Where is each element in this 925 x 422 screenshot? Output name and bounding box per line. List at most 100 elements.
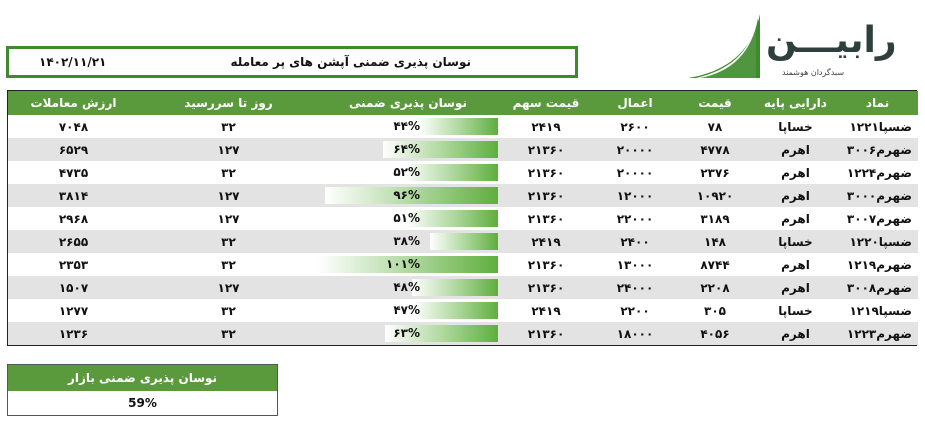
iv-data-bar <box>413 302 498 319</box>
title-box: نوسان پذیری ضمنی آپشن های پر معامله ۱۴۰۲… <box>6 46 578 78</box>
cell-underlying: اهرم <box>754 207 837 230</box>
cell-strike: ۲۴۰۰۰ <box>594 276 676 299</box>
cell-trade-value: ۶۵۲۹ <box>8 138 139 161</box>
cell-price: ۳۰۵ <box>676 299 754 322</box>
cell-implied-volatility: ۶۳% <box>318 322 498 345</box>
cell-days-to-expiry: ۳۲ <box>139 322 318 345</box>
iv-value-label: ۹۶% <box>393 188 420 202</box>
table-row[interactable]: ضهرم۱۲۱۹ اهرم ۸۷۴۴ ۱۳۰۰۰ ۲۱۳۶۰ ۱۰۱% ۳۲ ۲۳۵۳ <box>8 253 918 276</box>
cell-days-to-expiry: ۳۲ <box>139 161 318 184</box>
cell-trade-value: ۲۹۶۸ <box>8 207 139 230</box>
table-row[interactable]: ضهرم۳۰۰۶ اهرم ۴۷۷۸ ۲۰۰۰۰ ۲۱۳۶۰ ۶۴% ۱۲۷ ۶۵۲۹ <box>8 138 918 161</box>
col-header-underlying[interactable]: دارایی پایه <box>754 91 837 115</box>
cell-price: ۴۷۷۸ <box>676 138 754 161</box>
cell-price: ۷۸ <box>676 115 754 138</box>
table-row[interactable]: ضهرم۱۲۲۴ اهرم ۲۳۷۶ ۲۰۰۰۰ ۲۱۳۶۰ ۵۲% ۳۲ ۴۷۳۵ <box>8 161 918 184</box>
cell-strike: ۲۰۰۰۰ <box>594 161 676 184</box>
cell-symbol: ضهرم۳۰۰۸ <box>837 276 918 299</box>
table-row[interactable]: ضسپا۱۲۱۹ خساپا ۳۰۵ ۲۲۰۰ ۲۴۱۹ ۴۷% ۳۲ ۱۲۷۷ <box>8 299 918 322</box>
cell-price: ۱۰۹۲۰ <box>676 184 754 207</box>
cell-strike: ۲۲۰۰ <box>594 299 676 322</box>
cell-stock-price: ۲۱۳۶۰ <box>498 138 594 161</box>
cell-strike: ۱۸۰۰۰ <box>594 322 676 345</box>
iv-value-label: ۵۱% <box>393 211 420 225</box>
table-row[interactable]: ضسپا۱۲۲۰ خساپا ۱۴۸ ۲۴۰۰ ۲۴۱۹ ۳۸% ۳۲ ۲۶۵۵ <box>8 230 918 253</box>
cell-implied-volatility: ۴۴% <box>318 115 498 138</box>
cell-trade-value: ۴۷۳۵ <box>8 161 139 184</box>
logo-mark-icon <box>688 14 760 78</box>
cell-days-to-expiry: ۱۲۷ <box>139 138 318 161</box>
page-title: نوسان پذیری ضمنی آپشن های پر معامله <box>230 55 471 69</box>
cell-trade-value: ۱۲۳۶ <box>8 322 139 345</box>
cell-implied-volatility: ۱۰۱% <box>318 253 498 276</box>
iv-data-bar <box>406 210 498 227</box>
cell-symbol: ضهرم۳۰۰۶ <box>837 138 918 161</box>
table-row[interactable]: ضهرم۳۰۰۰ اهرم ۱۰۹۲۰ ۱۲۰۰۰ ۲۱۳۶۰ ۹۶% ۱۲۷ ۳۸۱۴ <box>8 184 918 207</box>
cell-strike: ۱۲۰۰۰ <box>594 184 676 207</box>
col-header-trade-value[interactable]: ارزش معاملات <box>8 91 139 115</box>
iv-value-label: ۴۸% <box>393 280 420 294</box>
cell-implied-volatility: ۹۶% <box>318 184 498 207</box>
cell-days-to-expiry: ۳۲ <box>139 115 318 138</box>
cell-symbol: ضسپا۱۲۲۱ <box>837 115 918 138</box>
cell-symbol: ضسپا۱۲۲۰ <box>837 230 918 253</box>
cell-underlying: اهرم <box>754 322 837 345</box>
iv-data-bar <box>418 118 498 135</box>
cell-trade-value: ۲۳۵۳ <box>8 253 139 276</box>
col-header-symbol[interactable]: نماد <box>837 91 918 115</box>
cell-stock-price: ۲۱۳۶۰ <box>498 207 594 230</box>
market-iv-value: 59% <box>8 391 277 415</box>
cell-days-to-expiry: ۱۲۷ <box>139 184 318 207</box>
cell-stock-price: ۲۴۱۹ <box>498 230 594 253</box>
cell-symbol: ضهرم۱۲۱۹ <box>837 253 918 276</box>
col-header-strike[interactable]: اعمال <box>594 91 676 115</box>
market-iv-label: نوسان پذیری ضمنی بازار <box>8 365 277 391</box>
cell-trade-value: ۱۵۰۷ <box>8 276 139 299</box>
cell-underlying: اهرم <box>754 276 837 299</box>
table-row[interactable]: ضهرم۳۰۰۷ اهرم ۳۱۸۹ ۲۲۰۰۰ ۲۱۳۶۰ ۵۱% ۱۲۷ ۲۹۶۸ <box>8 207 918 230</box>
cell-stock-price: ۲۴۱۹ <box>498 299 594 322</box>
cell-implied-volatility: ۴۷% <box>318 299 498 322</box>
logo-wordmark: رابیـــن <box>766 20 897 61</box>
cell-strike: ۲۲۰۰۰ <box>594 207 676 230</box>
col-header-implied-volatility[interactable]: نوسان پذیری ضمنی <box>318 91 498 115</box>
cell-stock-price: ۲۱۳۶۰ <box>498 322 594 345</box>
cell-price: ۸۷۴۴ <box>676 253 754 276</box>
cell-underlying: اهرم <box>754 161 837 184</box>
cell-symbol: ضهرم۳۰۰۷ <box>837 207 918 230</box>
iv-data-bar <box>429 233 498 250</box>
table-row[interactable]: ضهرم۳۰۰۸ اهرم ۲۲۰۸ ۲۴۰۰۰ ۲۱۳۶۰ ۴۸% ۱۲۷ ۱۵۰۷ <box>8 276 918 299</box>
cell-strike: ۲۰۰۰۰ <box>594 138 676 161</box>
cell-stock-price: ۲۱۳۶۰ <box>498 276 594 299</box>
iv-data-bar <box>404 164 498 181</box>
cell-underlying: اهرم <box>754 253 837 276</box>
iv-value-label: ۶۴% <box>393 142 420 156</box>
cell-trade-value: ۲۶۵۵ <box>8 230 139 253</box>
iv-data-bar <box>325 187 498 204</box>
iv-value-label: ۱۰۱% <box>386 257 420 271</box>
cell-underlying: اهرم <box>754 184 837 207</box>
iv-data-bar <box>411 279 498 296</box>
cell-stock-price: ۲۴۱۹ <box>498 115 594 138</box>
cell-underlying: اهرم <box>754 138 837 161</box>
cell-price: ۲۲۰۸ <box>676 276 754 299</box>
iv-value-label: ۳۸% <box>393 234 420 248</box>
report-date: ۱۴۰۲/۱۱/۲۱ <box>39 55 107 69</box>
table-row[interactable]: ضسپا۱۲۲۱ خساپا ۷۸ ۲۶۰۰ ۲۴۱۹ ۴۴% ۳۲ ۷۰۴۸ <box>8 115 918 138</box>
cell-symbol: ضسپا۱۲۱۹ <box>837 299 918 322</box>
col-header-stock-price[interactable]: قیمت سهم <box>498 91 594 115</box>
cell-strike: ۲۶۰۰ <box>594 115 676 138</box>
cell-stock-price: ۲۱۳۶۰ <box>498 253 594 276</box>
cell-symbol: ضهرم۱۲۲۳ <box>837 322 918 345</box>
table-header: نماد دارایی پایه قیمت اعمال قیمت سهم نوس… <box>8 91 918 115</box>
cell-symbol: ضهرم۳۰۰۰ <box>837 184 918 207</box>
iv-data-bar <box>384 325 498 342</box>
robin-logo: رابیـــن سبدگردان هوشمند <box>686 12 918 80</box>
col-header-price[interactable]: قیمت <box>676 91 754 115</box>
table-row[interactable]: ضهرم۱۲۲۳ اهرم ۴۰۵۶ ۱۸۰۰۰ ۲۱۳۶۰ ۶۳% ۳۲ ۱۲۳۶ <box>8 322 918 345</box>
cell-trade-value: ۷۰۴۸ <box>8 115 139 138</box>
cell-underlying: خساپا <box>754 230 837 253</box>
cell-price: ۳۱۸۹ <box>676 207 754 230</box>
logo-tagline: سبدگردان هوشمند <box>782 68 845 77</box>
col-header-days-to-expiry[interactable]: روز تا سررسید <box>139 91 318 115</box>
